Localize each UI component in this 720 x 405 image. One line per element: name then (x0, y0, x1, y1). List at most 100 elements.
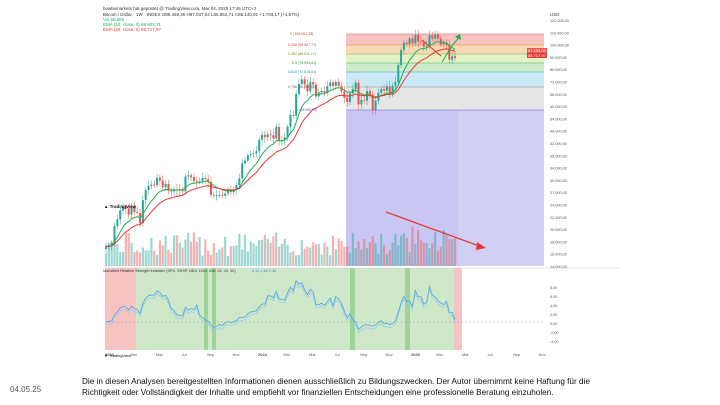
candle-body[interactable] (105, 246, 107, 249)
candle-body[interactable] (153, 184, 156, 186)
candle-body[interactable] (263, 134, 266, 138)
candle-body[interactable] (246, 155, 249, 161)
candle-body[interactable] (201, 177, 204, 182)
candle-body[interactable] (411, 38, 414, 44)
candle-body[interactable] (269, 134, 272, 136)
candle-body[interactable] (357, 82, 360, 105)
candle-body[interactable] (190, 175, 193, 178)
candle-body[interactable] (255, 151, 258, 154)
candle-body[interactable] (405, 42, 408, 45)
candle-body[interactable] (192, 177, 195, 181)
candle-body[interactable] (425, 46, 428, 48)
candle-body[interactable] (295, 93, 298, 116)
candle-body[interactable] (408, 38, 411, 45)
candle-body[interactable] (278, 127, 281, 141)
candle-body[interactable] (402, 42, 405, 51)
candle-body[interactable] (258, 139, 261, 152)
candle-body[interactable] (383, 89, 386, 91)
candle-body[interactable] (272, 135, 275, 139)
candle-body[interactable] (439, 38, 442, 45)
candle-body[interactable] (309, 82, 312, 92)
candle-body[interactable] (173, 189, 176, 192)
chart-canvas[interactable]: 120.000,00110.000,00100.000,0090.000,008… (100, 4, 620, 360)
candle-body[interactable] (442, 42, 445, 45)
candle-body[interactable] (133, 206, 136, 212)
candle-body[interactable] (212, 194, 215, 196)
candle-body[interactable] (244, 160, 247, 164)
candle-body[interactable] (422, 41, 425, 47)
candle-body[interactable] (119, 210, 122, 220)
candle-body[interactable] (448, 44, 451, 60)
candle-body[interactable] (110, 243, 113, 246)
candle-body[interactable] (329, 82, 332, 87)
candle-body[interactable] (385, 86, 388, 91)
candle-body[interactable] (252, 153, 255, 155)
candle-body[interactable] (130, 206, 133, 215)
candle-body[interactable] (306, 84, 309, 92)
candle-body[interactable] (218, 194, 221, 196)
candle-body[interactable] (371, 94, 374, 111)
candle-body[interactable] (184, 176, 187, 192)
trend-arrows[interactable] (385, 34, 486, 250)
candle-body[interactable] (331, 82, 334, 86)
candle-body[interactable] (127, 208, 130, 215)
candle-body[interactable] (326, 86, 329, 93)
candle-body[interactable] (292, 114, 295, 116)
candle-body[interactable] (431, 35, 434, 39)
candle-body[interactable] (238, 178, 241, 186)
fib-retracement[interactable] (346, 33, 544, 266)
candle-body[interactable] (337, 81, 340, 86)
candle-body[interactable] (187, 175, 190, 177)
candle-body[interactable] (360, 99, 363, 105)
candle-body[interactable] (363, 99, 366, 101)
candle-body[interactable] (221, 194, 224, 196)
candle-body[interactable] (323, 90, 326, 93)
candle-body[interactable] (343, 91, 346, 98)
candle-body[interactable] (436, 34, 439, 39)
candle-body[interactable] (349, 93, 352, 102)
candle-body[interactable] (368, 91, 371, 95)
candle-body[interactable] (388, 86, 391, 95)
candle-body[interactable] (141, 200, 144, 224)
candle-body[interactable] (297, 83, 300, 94)
candle-body[interactable] (144, 190, 147, 201)
candle-body[interactable] (400, 50, 403, 65)
candle-body[interactable] (266, 134, 269, 138)
candle-body[interactable] (434, 34, 437, 39)
candle-body[interactable] (198, 181, 201, 182)
indicator-title[interactable]: Mansfield Relative Strength Indicator (S… (103, 269, 236, 273)
candle-body[interactable] (158, 177, 161, 181)
candle-body[interactable] (136, 211, 139, 213)
candle-body[interactable] (150, 184, 153, 186)
candle-body[interactable] (300, 79, 303, 84)
candle-body[interactable] (209, 181, 212, 195)
candle-body[interactable] (204, 177, 207, 180)
candle-body[interactable] (374, 100, 377, 111)
candle-body[interactable] (227, 190, 230, 194)
candle-body[interactable] (241, 163, 244, 179)
candle-body[interactable] (235, 185, 238, 190)
candle-body[interactable] (320, 90, 323, 93)
candle-body[interactable] (334, 81, 337, 86)
candle-body[interactable] (346, 97, 349, 102)
candle-body[interactable] (113, 226, 116, 244)
candle-body[interactable] (147, 185, 150, 191)
candle-body[interactable] (445, 42, 448, 45)
candle-body[interactable] (354, 82, 357, 89)
candle-body[interactable] (312, 82, 315, 85)
candle-body[interactable] (124, 206, 127, 209)
candle-body[interactable] (195, 180, 198, 182)
candle-body[interactable] (380, 89, 383, 93)
candle-body[interactable] (283, 137, 286, 141)
candle-body[interactable] (289, 114, 292, 127)
candle-body[interactable] (314, 84, 317, 97)
candle-body[interactable] (122, 206, 125, 211)
candle-body[interactable] (419, 41, 422, 43)
candle-body[interactable] (156, 177, 159, 186)
candle-body[interactable] (164, 183, 167, 188)
candle-body[interactable] (394, 82, 397, 86)
candle-body[interactable] (215, 195, 218, 197)
price-scale[interactable]: 120.000,00 110.000,00 100.000,00 90.000,00 8… (550, 19, 569, 344)
time-scale[interactable]: 2023 Mrz Mai Jul Sep Nov 2024 Mrz Mai Jul Sep Nov 20… (105, 352, 546, 357)
candle-body[interactable] (224, 193, 227, 196)
